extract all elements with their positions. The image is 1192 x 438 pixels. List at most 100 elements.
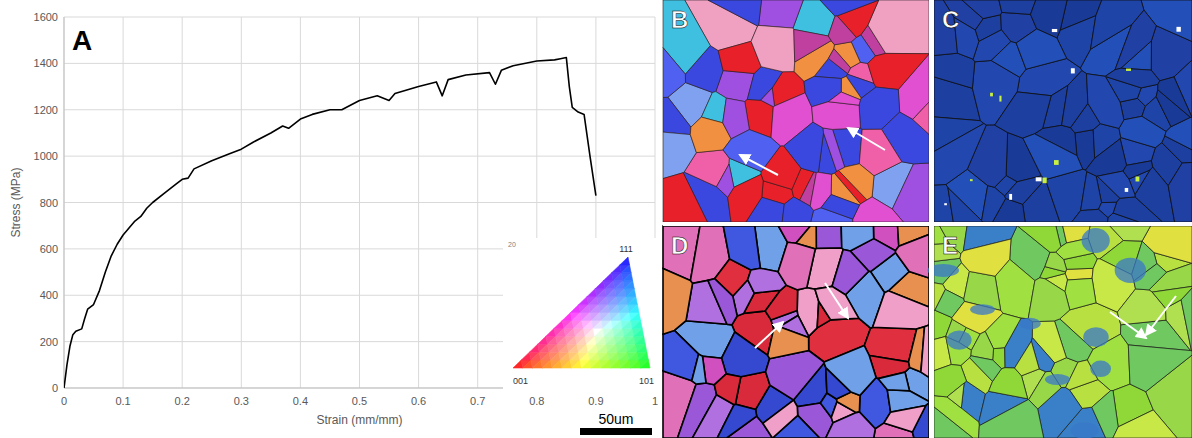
map-background (934, 0, 1192, 222)
grain (708, 0, 762, 26)
misorientation-spot (1036, 177, 1042, 181)
low-strain-patch (1045, 374, 1070, 385)
grain (722, 332, 770, 377)
x-tick-label: 0.6 (411, 395, 426, 407)
arrow (848, 128, 885, 150)
grain (708, 279, 737, 325)
misorientation-spot (970, 179, 973, 181)
grain (663, 48, 686, 98)
y-tick-label: 400 (40, 289, 58, 301)
grain (832, 250, 869, 295)
grain (815, 286, 859, 320)
panel-label: A (72, 25, 92, 56)
grain (759, 0, 804, 28)
arrow (1110, 312, 1146, 338)
color-key-top-label: 20 (508, 241, 516, 248)
y-tick-label: 200 (40, 336, 58, 348)
grain (962, 0, 1002, 19)
y-grid-line (64, 17, 655, 18)
color-key-cell (632, 320, 642, 328)
color-key-cell (639, 352, 649, 360)
grain (913, 102, 929, 134)
misorientation-spot (1176, 27, 1180, 32)
low-strain-patch (1090, 361, 1111, 378)
grain (1015, 341, 1040, 376)
misorientation-spot (1052, 29, 1057, 32)
low-strain-patch (947, 330, 972, 349)
grain (970, 356, 1002, 382)
grain (1065, 268, 1093, 280)
grain (1028, 278, 1070, 322)
grain (934, 53, 975, 88)
x-tick-label: 0.2 (175, 395, 190, 407)
y-grid-line (64, 109, 655, 110)
grain (1113, 410, 1177, 438)
grain (1072, 209, 1108, 222)
x-tick-label: 1 (652, 395, 658, 407)
grain (1152, 286, 1192, 308)
grain (1128, 345, 1192, 392)
y-grid-line (64, 156, 655, 157)
grain (728, 174, 764, 222)
grain (782, 197, 813, 222)
panel-label: E (942, 232, 958, 259)
ebsd-map-e (928, 226, 1192, 438)
grain (1016, 29, 1066, 69)
grain (1123, 161, 1153, 179)
grain (934, 124, 986, 186)
misorientation-spot (1125, 188, 1128, 192)
grain (868, 53, 929, 89)
misorientation-spot (1126, 69, 1131, 71)
grain (1091, 0, 1144, 49)
grain (1045, 252, 1067, 272)
x-grid-line (64, 17, 65, 388)
grain (663, 268, 693, 334)
color-key-cell (628, 297, 638, 305)
panel-label: D (671, 232, 688, 259)
x-tick-label: 0.7 (470, 395, 485, 407)
x-tick-label: 0.4 (293, 395, 308, 407)
grain (960, 239, 1011, 276)
y-tick-label: 600 (40, 243, 58, 255)
grain (1087, 74, 1124, 129)
grain (828, 16, 856, 45)
color-key-cell (629, 305, 639, 313)
y-tick-label: 1400 (34, 57, 58, 69)
low-strain-patch (1083, 327, 1108, 347)
grain (828, 92, 860, 105)
grain (816, 226, 842, 249)
misorientation-spot (1054, 160, 1059, 165)
x-axis-title: Strain (mm/mm) (317, 413, 403, 427)
low-strain-patch (970, 304, 995, 315)
ebsd-map-b (663, 0, 929, 222)
grain (971, 331, 994, 360)
grain (1086, 139, 1127, 177)
grain (826, 412, 876, 438)
grain (751, 25, 795, 71)
grain (878, 372, 910, 391)
color-key-cell (621, 265, 631, 273)
grain (999, 0, 1036, 14)
grain (1168, 163, 1192, 223)
low-strain-patch (1115, 258, 1146, 283)
grain (1158, 77, 1192, 117)
color-key-cell (636, 336, 646, 344)
low-strain-patch (1019, 318, 1041, 330)
y-tick-label: 1200 (34, 104, 58, 116)
y-tick-label: 1600 (34, 11, 58, 23)
grain (1005, 176, 1045, 205)
grain (841, 226, 874, 251)
grain (828, 49, 850, 74)
grid (64, 17, 655, 388)
misorientation-spot (999, 96, 1001, 102)
map-background (934, 226, 1192, 438)
grain (884, 406, 926, 433)
x-tick-label: 0.3 (234, 395, 249, 407)
misorientation-spot (990, 93, 993, 97)
grain (663, 132, 696, 179)
misorientation-spot (1042, 178, 1046, 184)
grain (723, 130, 780, 172)
grain (868, 0, 929, 54)
grain (663, 173, 707, 222)
color-key-cell (640, 360, 650, 368)
